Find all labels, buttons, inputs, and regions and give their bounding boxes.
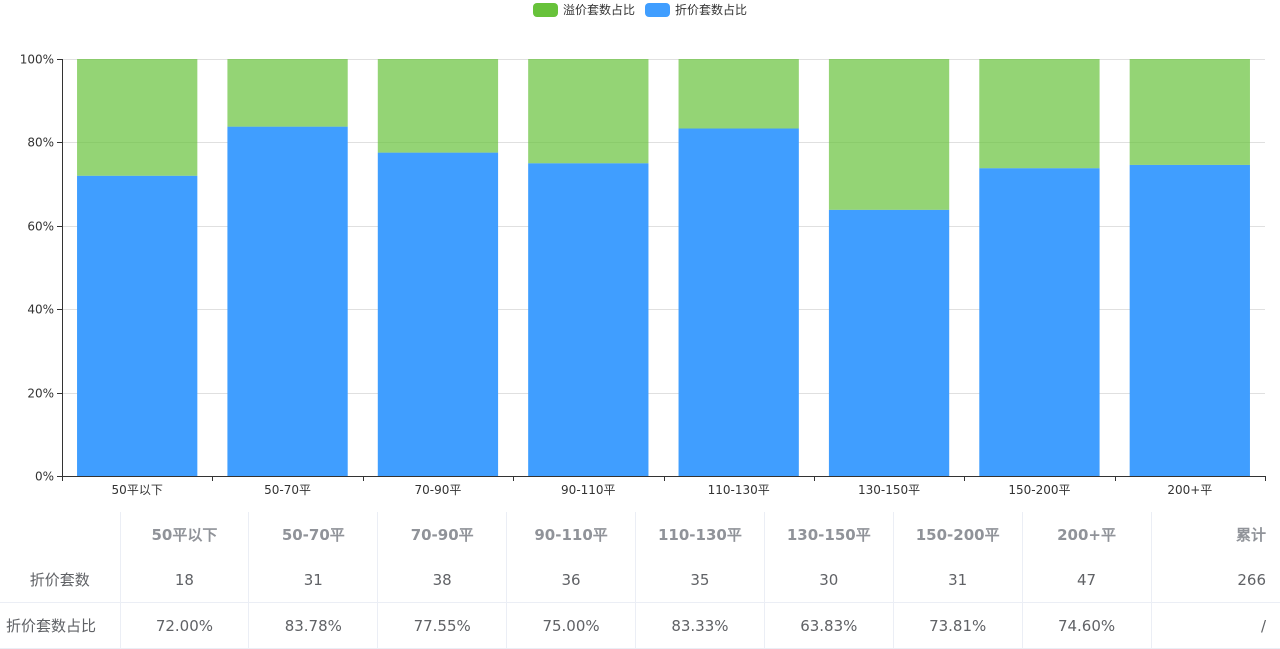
- premium-ratio-bar: [678, 59, 799, 129]
- y-tick-label: 40%: [27, 303, 54, 317]
- row-label: 折价套数: [0, 557, 121, 603]
- table-cell: 31: [893, 557, 1023, 603]
- table-cell: 83.78%: [248, 602, 379, 649]
- y-tick-label: 60%: [27, 220, 54, 234]
- discount-ratio-bar: [979, 168, 1100, 476]
- discount-ratio-bar: [77, 175, 198, 476]
- y-tick-label: 20%: [27, 387, 54, 401]
- table-cell: 74.60%: [1022, 602, 1152, 649]
- chart-canvas: 0% 20% 40% 60% 80% 100% 50平以下 50-70平 70-90平 90-11…: [20, 2, 1266, 497]
- table-cell: 35: [635, 557, 765, 603]
- discount-ratio-bar: [678, 128, 799, 476]
- table-cell: 72.00%: [120, 602, 250, 649]
- table-header-cell: 累计: [1235, 526, 1266, 544]
- x-tick-label: 200+平: [1167, 483, 1212, 497]
- legend-label: 溢价套数占比: [563, 2, 635, 17]
- table-cell: 83.33%: [635, 602, 765, 649]
- premium-ratio-bar: [979, 59, 1100, 169]
- table-cell: 38: [377, 557, 508, 603]
- table-cell: 47: [1022, 557, 1152, 603]
- y-tick-label: 0%: [35, 470, 54, 484]
- discount-ratio-bar: [377, 152, 499, 476]
- x-tick-label: 110-130平: [708, 483, 770, 497]
- table-header-cell: 50-70平: [248, 512, 379, 557]
- premium-ratio-bar: [828, 59, 950, 210]
- table-header-cell: 130-150平: [764, 512, 894, 557]
- legend-label: 折价套数占比: [675, 2, 747, 17]
- table-row: 折价套数 18 31 38 36 35 30 31 47 266: [0, 557, 1280, 603]
- premium-ratio-bar: [528, 59, 649, 164]
- table-cell: 63.83%: [764, 602, 894, 649]
- table-header-cell: 150-200平: [893, 512, 1023, 557]
- discount-ratio-bar: [528, 163, 649, 476]
- stacked-bar-chart: 0% 20% 40% 60% 80% 100% 50平以下 50-70平 70-90平 90-11…: [20, 2, 1266, 497]
- legend-swatch: [533, 3, 558, 17]
- table-cell: 31: [248, 557, 379, 603]
- table-header-cell: 70-90平: [377, 512, 508, 557]
- x-tick-label: 130-150平: [858, 483, 920, 497]
- discount-ratio-bar: [828, 209, 950, 476]
- x-tick-label: 70-90平: [415, 483, 462, 497]
- table-header-row: 50平以下 50-70平 70-90平 90-110平 110-130平 130…: [0, 512, 1280, 557]
- y-tick-label: 100%: [20, 53, 54, 67]
- table-row: 折价套数占比 72.00% 83.78% 77.55% 75.00% 83.33…: [0, 602, 1280, 649]
- premium-ratio-bar: [77, 59, 198, 176]
- table-cell: 75.00%: [506, 602, 636, 649]
- table-cell: 36: [506, 557, 636, 603]
- table-cell: 73.81%: [893, 602, 1023, 649]
- x-tick-label: 50-70平: [264, 483, 311, 497]
- table-header-cell: [0, 512, 121, 557]
- table-cell: /: [1151, 602, 1280, 649]
- legend-swatch: [645, 3, 670, 17]
- discount-ratio-bar: [1129, 164, 1250, 477]
- table-cell: 30: [764, 557, 894, 603]
- premium-ratio-bar: [377, 59, 499, 153]
- y-tick-label: 80%: [27, 136, 54, 150]
- table-header-cell: 90-110平: [506, 512, 636, 557]
- summary-table: 50平以下 50-70平 70-90平 90-110平 110-130平 130…: [0, 512, 1280, 649]
- row-label: 折价套数占比: [0, 602, 121, 649]
- table-header-cell: 110-130平: [635, 512, 765, 557]
- table-cell: 18: [120, 557, 250, 603]
- discount-ratio-bar: [227, 126, 348, 476]
- premium-ratio-bar: [1129, 59, 1250, 165]
- table-cell: 77.55%: [377, 602, 508, 649]
- x-tick-label: 90-110平: [561, 483, 616, 497]
- x-tick-label: 150-200平: [1008, 483, 1070, 497]
- premium-ratio-bar: [227, 59, 348, 127]
- table-cell: 266: [1151, 557, 1280, 603]
- table-header-cell: 200+平: [1022, 512, 1152, 557]
- x-tick-label: 50平以下: [112, 483, 163, 497]
- table-header-cell: 50平以下: [120, 512, 250, 557]
